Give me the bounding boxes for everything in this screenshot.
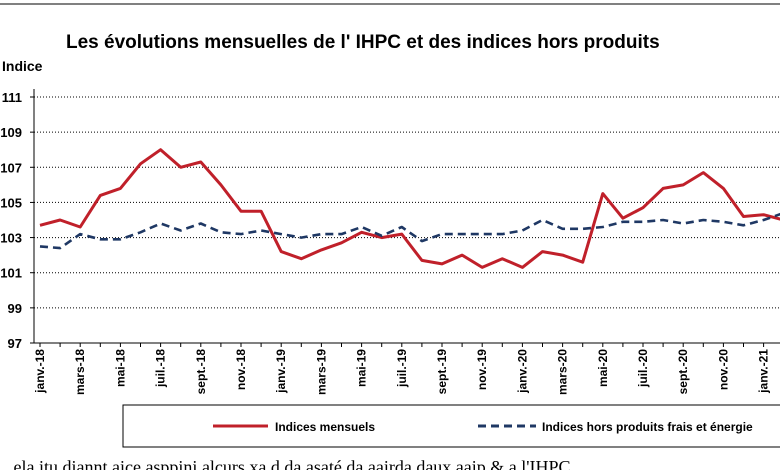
x-tick-label: janv.-18	[33, 349, 47, 394]
axes	[33, 89, 780, 347]
x-tick-label: sept.-20	[676, 349, 690, 395]
y-tick-label: 105	[0, 195, 22, 210]
x-tick-label: mai-19	[355, 349, 369, 387]
legend-label-mensuels: Indices mensuels	[275, 420, 375, 434]
chart-title: Les évolutions mensuelles de l' IHPC et …	[66, 32, 660, 53]
x-tick-label: mai-20	[596, 349, 610, 387]
x-tick-label: sept.-18	[194, 349, 208, 395]
x-tick-label: juil.-20	[636, 349, 650, 388]
legend: Indices mensuels Indices hors produits f…	[122, 404, 780, 448]
y-axis-label: Indice	[2, 58, 43, 74]
y-tick-labels: 97 99 101 103 105 107 109 111	[0, 90, 34, 351]
x-tick-label: mars-19	[314, 349, 328, 395]
y-tick-label: 103	[0, 231, 22, 246]
legend-label-hors-produits: Indices hors produits frais et énergie	[542, 420, 753, 434]
x-tick-label: janv.-21	[757, 349, 771, 394]
y-tick-label: 109	[0, 125, 22, 140]
x-tick-label: nov.-19	[475, 349, 489, 390]
x-tick-label: sept.-19	[435, 349, 449, 395]
x-tick-label: mars-20	[556, 349, 570, 395]
x-tick-label: juil.-18	[154, 349, 168, 388]
y-tick-label: 99	[8, 301, 22, 316]
x-tick-labels: janv.-18 mars-18 mai-18 juil.-18 sept.-18 nov…	[33, 349, 771, 395]
y-tick-label: 111	[2, 90, 22, 105]
x-tick-label: nov.-18	[234, 349, 248, 390]
series-line-hors-produits-frais	[39, 212, 780, 250]
series-lines	[39, 148, 780, 269]
y-tick-label: 97	[8, 336, 22, 351]
footer-text: ...ela itu diannt aice asppini alcurs xa…	[0, 457, 589, 470]
y-tick-label: 107	[0, 160, 22, 175]
x-tick-label: janv.-19	[274, 349, 288, 394]
x-tick-label: mars-18	[73, 349, 87, 395]
y-tick-label: 101	[0, 266, 22, 281]
x-tick-label: nov.-20	[716, 349, 730, 390]
gridlines	[34, 96, 780, 309]
x-tick-label: mai-18	[113, 349, 127, 387]
x-tick-label: juil.-19	[395, 349, 409, 388]
x-tick-label: janv.-20	[515, 349, 529, 394]
series-line-indices-mensuels	[39, 148, 780, 269]
